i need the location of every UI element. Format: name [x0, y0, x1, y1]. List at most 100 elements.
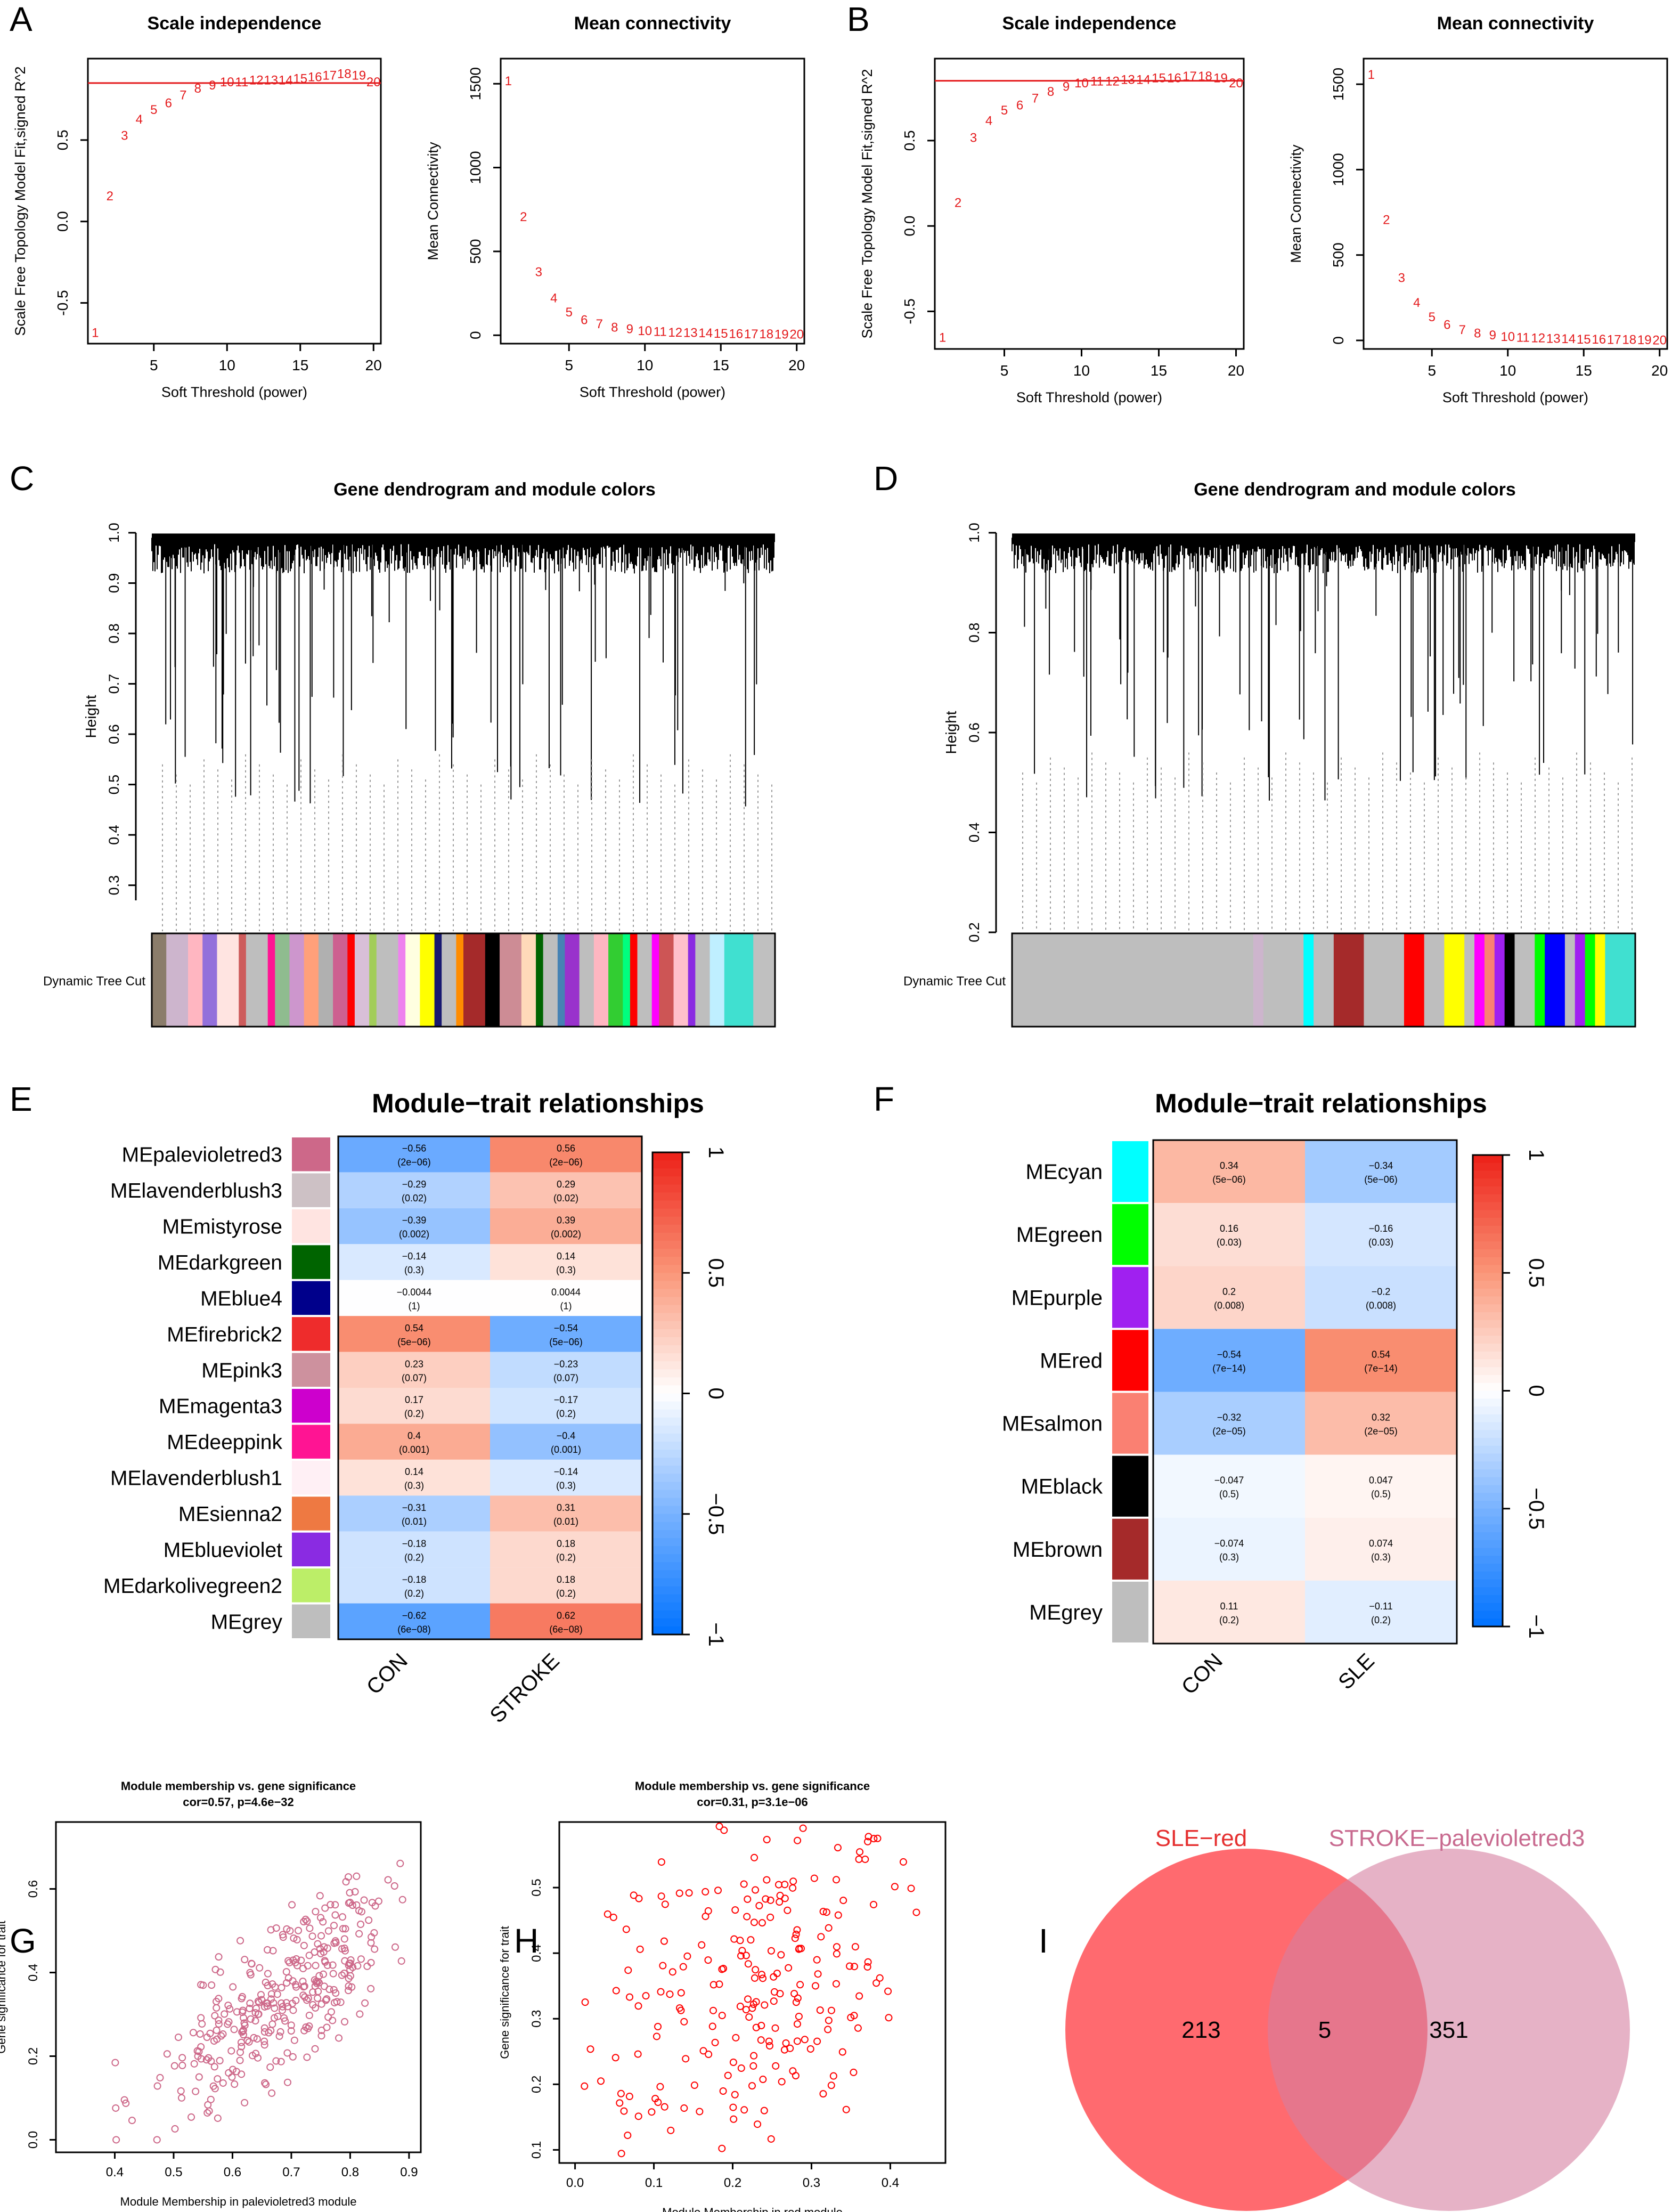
- heatmap-cell: [338, 1531, 490, 1568]
- scatter-point: [317, 2000, 325, 2008]
- scatter-point: [204, 2101, 212, 2109]
- data-point-label: 14: [279, 74, 293, 88]
- legend-gradient: [653, 1546, 682, 1555]
- scatter-point: [705, 2051, 713, 2059]
- scatter-point: [729, 2103, 737, 2111]
- module-color-segment: [1464, 933, 1475, 1027]
- data-point-label: 1: [92, 326, 99, 340]
- scatter-point: [780, 2046, 788, 2054]
- scatter-point: [361, 1999, 369, 2007]
- module-color-segment: [1535, 933, 1545, 1027]
- y-tick-label: 0.0: [26, 2131, 40, 2149]
- scatter-point: [340, 1935, 348, 1943]
- panel-label-F: F: [874, 1080, 894, 1118]
- module-swatch: [292, 1353, 330, 1387]
- module-color-segment: [1545, 933, 1565, 1027]
- heatmap-cell: [1305, 1517, 1457, 1581]
- scatter-point: [702, 1913, 709, 1921]
- module-color-segment: [485, 933, 500, 1027]
- scatter-point: [660, 1937, 668, 1945]
- scatter-point: [333, 1998, 341, 2006]
- scatter-point: [238, 1995, 246, 2003]
- scatter-point: [316, 1892, 324, 1900]
- scatter-point: [797, 1945, 805, 1953]
- legend-gradient: [1473, 1579, 1503, 1588]
- legend-gradient: [653, 1240, 682, 1249]
- panel-label-B: B: [847, 0, 870, 38]
- scatter-point: [236, 1937, 244, 1945]
- panel-label-D: D: [874, 459, 898, 498]
- x-tick-label: 10: [219, 357, 235, 373]
- legend-gradient: [1473, 1288, 1503, 1297]
- y-tick-label: 1500: [467, 67, 484, 100]
- module-swatch: [1112, 1518, 1148, 1580]
- scatter-point: [616, 2099, 624, 2107]
- cell-pvalue: (0.002): [551, 1229, 581, 1240]
- legend-gradient: [653, 1176, 682, 1185]
- scatter-point: [765, 2037, 773, 2045]
- module-label: MEmagenta3: [159, 1395, 282, 1418]
- module-swatch: [292, 1281, 330, 1315]
- scatter-point: [781, 1881, 789, 1889]
- cell-pvalue: (0.3): [1219, 1552, 1239, 1563]
- panel-label-C: C: [10, 459, 34, 498]
- module-color-segment: [1575, 933, 1586, 1027]
- colorbar-frame: [151, 932, 776, 1028]
- scatter-point: [312, 1962, 320, 1970]
- cell-pvalue: (2e−06): [397, 1157, 431, 1168]
- scatter-point: [221, 2010, 229, 2018]
- panel-label-H: H: [514, 1922, 539, 1960]
- scatter-point: [174, 2034, 182, 2042]
- scatter-point: [308, 1932, 316, 1940]
- scatter-point: [345, 1899, 353, 1907]
- scatter-point: [636, 1945, 644, 1953]
- legend-tick-label: 0.5: [704, 1258, 728, 1288]
- scatter-point: [657, 1988, 665, 1996]
- scatter-point: [872, 1979, 880, 1987]
- y-axis-label: Height: [943, 711, 959, 754]
- legend-gradient: [653, 1385, 682, 1394]
- scatter-point: [295, 1926, 303, 1934]
- legend-gradient: [1473, 1508, 1503, 1517]
- scatter-point: [346, 1972, 354, 1980]
- scatter-point: [278, 1983, 286, 1991]
- module-color-segment: [1444, 933, 1465, 1027]
- y-tick-label: 0.5: [54, 129, 71, 150]
- scatter-point: [855, 1855, 863, 1863]
- module-color-segment: [354, 933, 370, 1027]
- scatter-point: [214, 2075, 222, 2083]
- module-swatch: [1112, 1267, 1148, 1328]
- module-swatch: [292, 1460, 330, 1495]
- module-color-segment: [688, 933, 696, 1027]
- x-tick-label: 0.3: [803, 2176, 820, 2190]
- cell-correlation: 0.29: [557, 1179, 575, 1190]
- scatter-point: [231, 2080, 239, 2088]
- scatter-point: [624, 1966, 632, 1974]
- venn-set-b-label: STROKE−palevioletred3: [1329, 1825, 1585, 1851]
- scatter-point: [305, 2011, 313, 2019]
- module-color-segment: [1424, 933, 1445, 1027]
- data-point-label: 10: [638, 324, 652, 338]
- cell-pvalue: (0.02): [402, 1193, 427, 1203]
- module-color-segment: [1494, 933, 1505, 1027]
- data-point-label: 17: [1182, 69, 1197, 84]
- x-tick-label: 20: [788, 357, 805, 373]
- scatter-point: [850, 2068, 858, 2076]
- scatter-point: [227, 2047, 235, 2055]
- scatter-point: [763, 1876, 771, 1884]
- y-tick-label: 0.3: [529, 2010, 544, 2028]
- data-point-label: 3: [121, 129, 128, 143]
- cell-correlation: 0.14: [557, 1251, 575, 1262]
- scatter-point: [667, 2126, 675, 2134]
- y-tick-label: 0.3: [106, 875, 122, 896]
- legend-tick-label: 0: [704, 1387, 728, 1399]
- legend-gradient: [1473, 1336, 1503, 1344]
- y-tick-label: 0.4: [529, 1944, 544, 1962]
- scatter-point: [287, 2027, 295, 2035]
- scatter-point: [331, 1911, 339, 1919]
- x-tick-label: 5: [150, 357, 158, 373]
- scatter-point: [612, 1987, 620, 1995]
- module-color-segment: [420, 933, 435, 1027]
- cell-correlation: 0.56: [557, 1143, 575, 1154]
- colorbar-frame: [1011, 932, 1636, 1028]
